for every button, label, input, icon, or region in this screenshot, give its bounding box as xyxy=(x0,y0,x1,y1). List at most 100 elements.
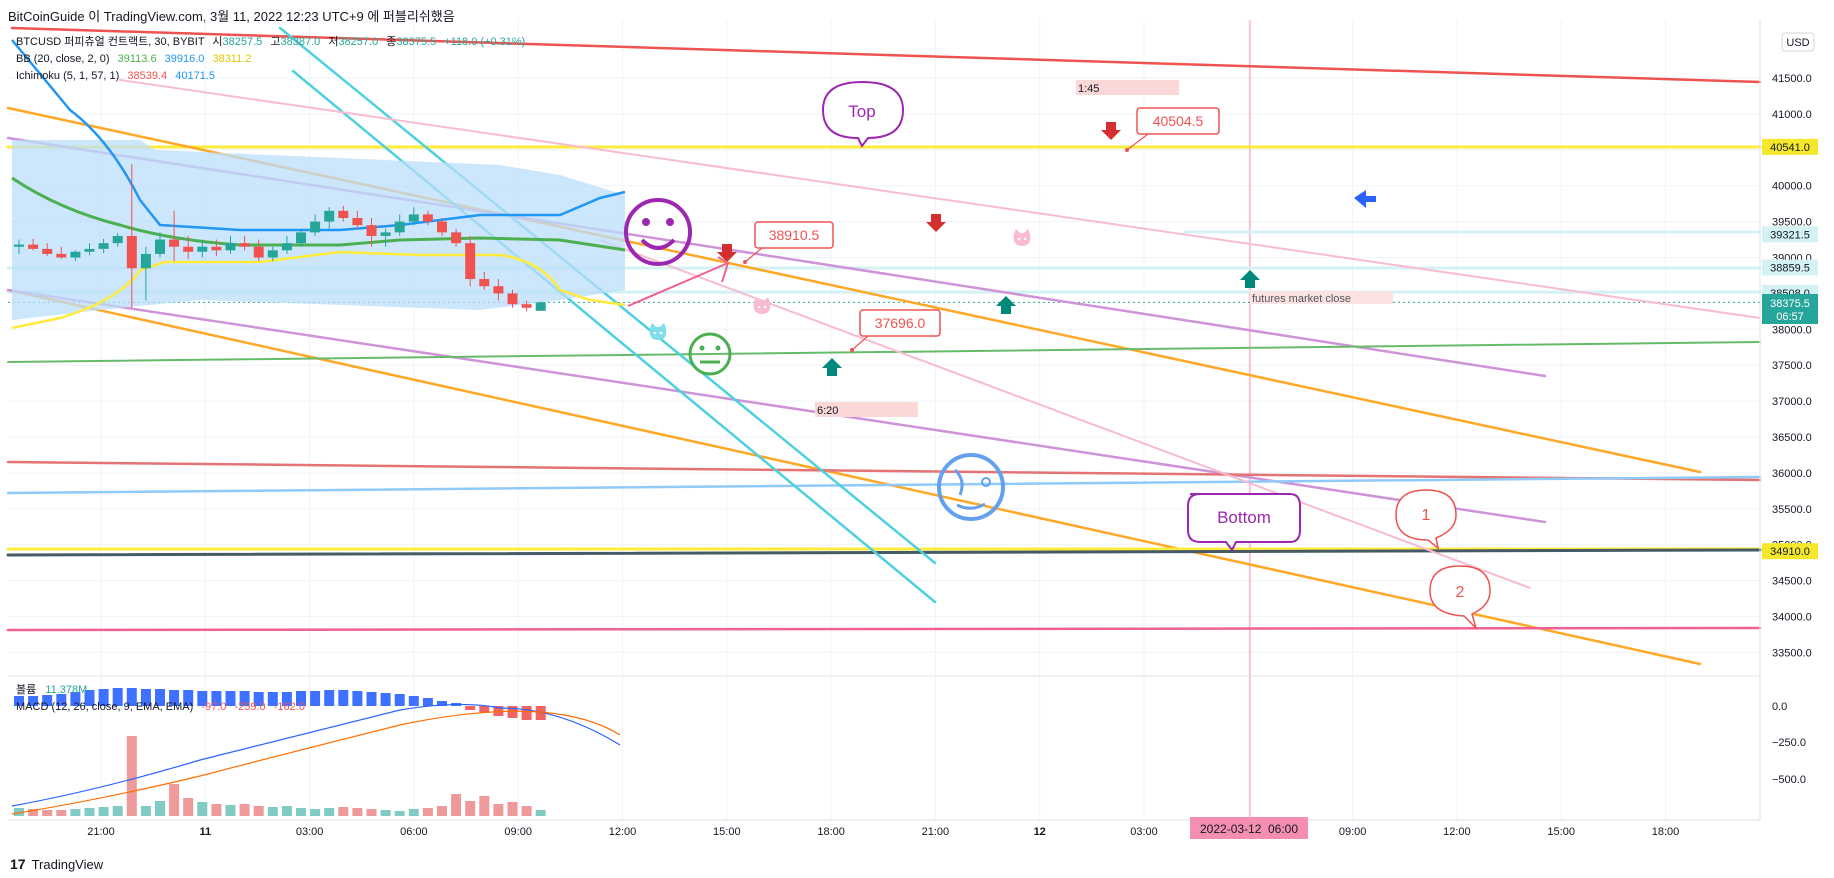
cat-icon[interactable] xyxy=(1013,229,1031,246)
smiley-mouth xyxy=(640,238,676,250)
time-range-2[interactable]: 6:20 xyxy=(815,402,918,417)
svg-text:Ichimoku (5, 1, 57, 1): Ichimoku (5, 1, 57, 1) 38539.4 40171.5 xyxy=(16,70,215,82)
trend-line[interactable] xyxy=(6,460,1762,482)
y-tick-label: 33500.0 xyxy=(1772,647,1812,659)
top-label: Top xyxy=(848,102,875,121)
candle-body xyxy=(408,214,419,222)
macd-hist-bar xyxy=(253,692,264,706)
lower-pane: 0.0 −250.0 −500.0 xyxy=(11,688,1806,816)
candle-body xyxy=(42,248,53,254)
trend-line[interactable] xyxy=(10,26,1762,84)
bottom-bubble[interactable]: Bottom xyxy=(1187,493,1301,552)
macd-line xyxy=(11,703,621,807)
callout-37696[interactable]: 37696.0 xyxy=(850,309,941,352)
volume-bar xyxy=(42,810,53,816)
projection-arrow[interactable] xyxy=(627,262,729,307)
candle-body xyxy=(197,246,208,252)
cat-icon[interactable] xyxy=(649,323,667,340)
smiley-face-icon[interactable] xyxy=(624,198,692,266)
bb-upper xyxy=(11,39,626,232)
down-arrow-icon[interactable] xyxy=(926,214,946,232)
volume-bar xyxy=(535,810,546,816)
x-tick-label: 11 xyxy=(199,826,211,838)
cat-icon[interactable] xyxy=(753,297,771,314)
sleepy-face-icon[interactable] xyxy=(937,453,1005,521)
y-tick-label: 36500.0 xyxy=(1772,432,1812,444)
trend-line[interactable] xyxy=(291,69,937,604)
trend-line[interactable] xyxy=(6,548,1762,557)
volume-bar xyxy=(267,807,278,816)
trend-line[interactable] xyxy=(7,341,1761,363)
trend-line[interactable] xyxy=(278,26,937,565)
macd-hist-bar xyxy=(155,689,165,706)
futures-label-box[interactable]: futures market close xyxy=(1250,291,1393,305)
candle-body xyxy=(296,232,306,244)
bb-label: BB (20, close, 2, 0) xyxy=(16,53,110,65)
candle-body xyxy=(380,232,391,236)
macd-hist-bar xyxy=(169,690,180,706)
macd-hist-bar xyxy=(310,691,321,706)
volume-bar xyxy=(521,806,532,816)
cat-eye xyxy=(659,331,663,335)
callout-38910-label: 38910.5 xyxy=(769,227,820,243)
time-range-1[interactable]: 1:45 xyxy=(1076,80,1179,95)
trend-line[interactable] xyxy=(599,239,1531,589)
macd-hist-bar xyxy=(98,689,109,706)
circle-bubble-1[interactable]: 1 xyxy=(1395,489,1457,550)
neutral-face-icon[interactable] xyxy=(688,332,732,376)
left-arrow-icon[interactable] xyxy=(1354,190,1376,208)
volume-bar xyxy=(324,808,335,816)
projection-arrowhead[interactable] xyxy=(717,256,730,283)
candle-body xyxy=(437,221,447,233)
svg-text:볼륨 11.378M: 볼륨 11.378M xyxy=(16,683,87,696)
macd-hist-bar xyxy=(28,696,39,706)
up-arrow-icon[interactable] xyxy=(822,358,842,376)
price-tag xyxy=(1762,138,1818,155)
bb-v2: 39916.0 xyxy=(165,53,205,65)
up-arrow-icon[interactable] xyxy=(1240,270,1260,288)
sleepy-eye xyxy=(953,468,964,496)
up-arrow-icon[interactable] xyxy=(996,296,1016,314)
volume-bar xyxy=(112,806,123,816)
volume-bar xyxy=(140,806,151,816)
macd-hist-bar xyxy=(183,690,194,706)
trend-line[interactable] xyxy=(6,626,1762,632)
volume-bar xyxy=(239,804,250,816)
price-tag xyxy=(1762,543,1818,560)
candle-body xyxy=(310,221,321,233)
x-tick-label: 03:00 xyxy=(296,826,324,838)
footer: 17 TradingView xyxy=(10,856,103,872)
ichimoku-label: Ichimoku (5, 1, 57, 1) xyxy=(16,70,119,82)
down-arrow-icon[interactable] xyxy=(717,244,737,262)
callout-40504[interactable]: 40504.5 xyxy=(1125,107,1220,152)
volume-bar xyxy=(84,808,95,816)
volume-bar xyxy=(183,798,194,816)
signal-line xyxy=(11,710,621,815)
down-arrow-icon[interactable] xyxy=(1101,122,1121,140)
currency-button[interactable] xyxy=(1781,32,1815,52)
trend-line[interactable] xyxy=(6,288,1702,666)
volume-bar xyxy=(126,736,137,816)
callout-38910[interactable]: 38910.5 xyxy=(743,221,834,264)
candle-body xyxy=(465,243,476,280)
y-tick-label: 41000.0 xyxy=(1772,109,1812,121)
top-bubble[interactable]: Top xyxy=(821,80,905,148)
time-axis[interactable]: 21:00 11 03:00 06:00 09:00 12:00 15:00 18:00 21:… xyxy=(87,826,1679,838)
circle-bubble-2[interactable]: 2 xyxy=(1429,565,1491,631)
candle-body xyxy=(112,235,123,244)
trend-line[interactable] xyxy=(6,288,1547,524)
last-price-tag: 38375.5 06:57 xyxy=(1762,294,1818,324)
price-axis[interactable]: 41500.041000.040500.040000.039500.039000… xyxy=(1772,73,1812,659)
trend-line[interactable] xyxy=(119,79,1761,319)
candle-body xyxy=(126,235,137,269)
cat-eye xyxy=(757,305,761,309)
candle-body xyxy=(281,243,292,251)
trend-line[interactable] xyxy=(6,475,1762,495)
macd-hist-bar xyxy=(380,693,391,706)
legend-l-label: 저 xyxy=(328,35,338,48)
macd-hist-bar xyxy=(267,692,278,706)
volume-label: 볼륨 xyxy=(16,683,36,696)
volume-bar xyxy=(451,794,462,816)
